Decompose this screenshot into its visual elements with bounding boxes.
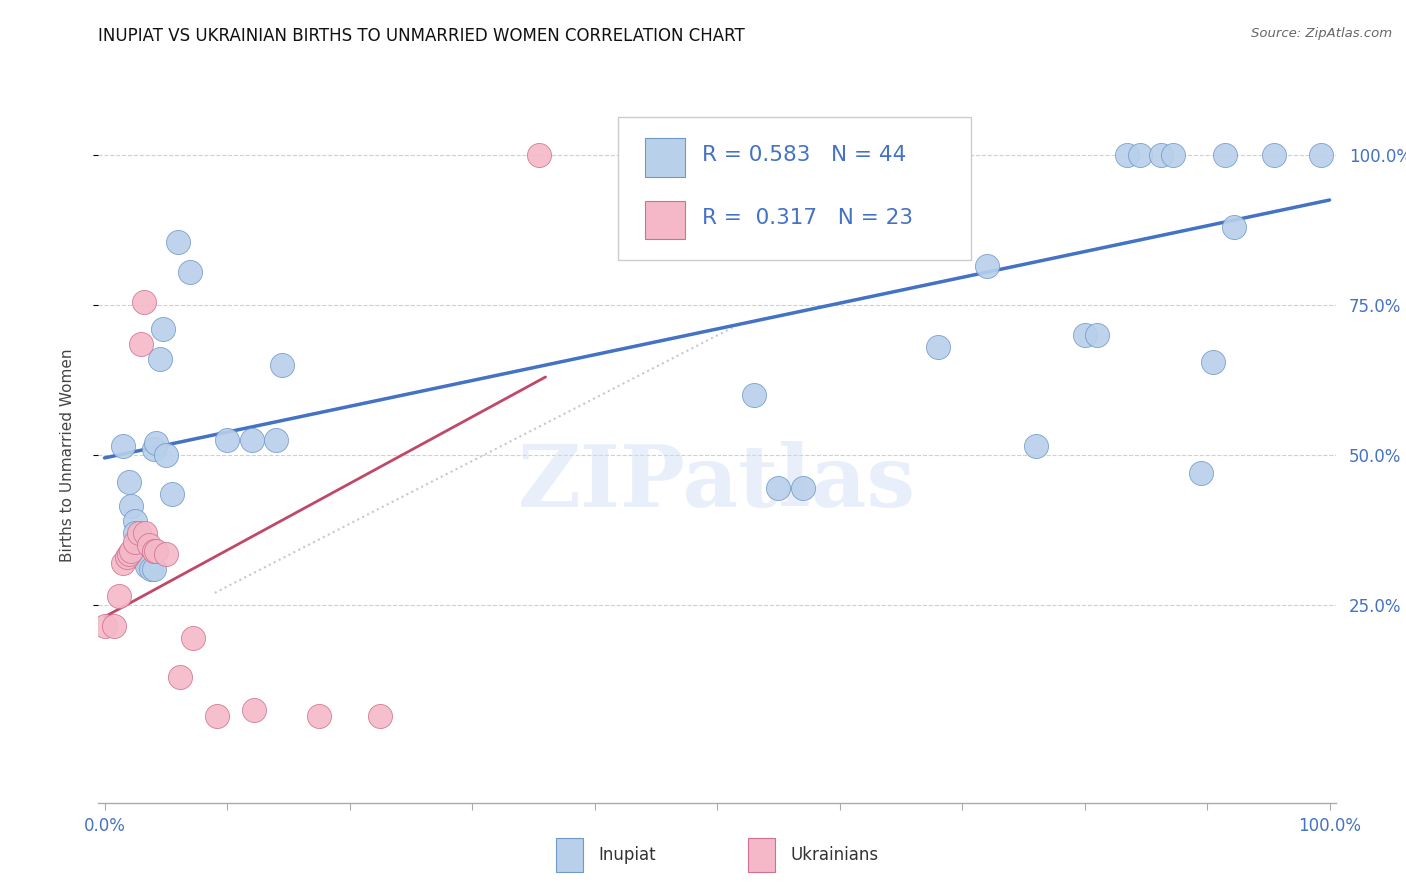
- FancyBboxPatch shape: [645, 138, 685, 177]
- Point: [111, 556, 134, 570]
- Point: [240, 433, 263, 447]
- Point: [128, 525, 150, 540]
- Point: [742, 388, 765, 402]
- Point: [121, 499, 143, 513]
- Point: [167, 235, 190, 249]
- Point: [152, 322, 174, 336]
- Point: [1161, 148, 1184, 162]
- Text: R =  0.317   N = 23: R = 0.317 N = 23: [702, 208, 914, 227]
- Point: [1223, 219, 1246, 234]
- FancyBboxPatch shape: [619, 118, 970, 260]
- FancyBboxPatch shape: [645, 201, 685, 239]
- Point: [160, 487, 183, 501]
- Point: [155, 448, 177, 462]
- Point: [138, 538, 160, 552]
- Point: [927, 340, 949, 354]
- Point: [111, 439, 134, 453]
- Point: [142, 562, 165, 576]
- Text: INUPIAT VS UKRAINIAN BIRTHS TO UNMARRIED WOMEN CORRELATION CHART: INUPIAT VS UKRAINIAN BIRTHS TO UNMARRIED…: [98, 27, 745, 45]
- Y-axis label: Births to Unmarried Women: Births to Unmarried Women: [60, 348, 75, 562]
- Point: [124, 514, 146, 528]
- Point: [121, 544, 143, 558]
- Point: [1202, 355, 1225, 369]
- Point: [368, 708, 391, 723]
- Point: [134, 525, 156, 540]
- Point: [271, 358, 294, 372]
- Text: ZIPatlas: ZIPatlas: [517, 441, 917, 524]
- Point: [124, 525, 146, 540]
- Point: [243, 703, 266, 717]
- Point: [124, 534, 146, 549]
- Point: [145, 544, 167, 558]
- Point: [529, 148, 551, 162]
- Text: Source: ZipAtlas.com: Source: ZipAtlas.com: [1251, 27, 1392, 40]
- Point: [132, 547, 155, 561]
- Point: [264, 433, 287, 447]
- Point: [136, 553, 159, 567]
- Point: [129, 337, 152, 351]
- Point: [108, 589, 131, 603]
- FancyBboxPatch shape: [557, 838, 583, 872]
- Point: [1073, 328, 1095, 343]
- Point: [139, 562, 162, 576]
- Point: [118, 547, 141, 561]
- Text: R = 0.583   N = 44: R = 0.583 N = 44: [702, 145, 907, 165]
- Point: [128, 534, 150, 549]
- Point: [115, 549, 138, 564]
- Point: [1189, 466, 1212, 480]
- Point: [149, 351, 172, 366]
- Point: [129, 541, 152, 555]
- Point: [103, 619, 125, 633]
- Point: [142, 442, 165, 456]
- FancyBboxPatch shape: [748, 838, 775, 872]
- Point: [129, 547, 152, 561]
- Point: [1215, 148, 1237, 162]
- Point: [145, 436, 167, 450]
- Text: Inupiat: Inupiat: [599, 846, 657, 864]
- Point: [768, 481, 790, 495]
- Point: [1310, 148, 1333, 162]
- Point: [308, 708, 330, 723]
- Point: [132, 295, 155, 310]
- Point: [93, 619, 115, 633]
- Point: [1263, 148, 1285, 162]
- Point: [1025, 439, 1047, 453]
- Point: [169, 670, 191, 684]
- Point: [1129, 148, 1152, 162]
- Text: Ukrainians: Ukrainians: [790, 846, 879, 864]
- Point: [976, 259, 998, 273]
- Point: [792, 481, 814, 495]
- Point: [142, 544, 165, 558]
- Point: [1085, 328, 1108, 343]
- Point: [215, 433, 238, 447]
- Point: [1116, 148, 1139, 162]
- Point: [136, 558, 159, 573]
- Point: [207, 708, 229, 723]
- Point: [118, 475, 141, 489]
- Point: [155, 547, 177, 561]
- Point: [179, 265, 201, 279]
- Point: [181, 631, 204, 645]
- Point: [134, 553, 156, 567]
- Point: [1149, 148, 1171, 162]
